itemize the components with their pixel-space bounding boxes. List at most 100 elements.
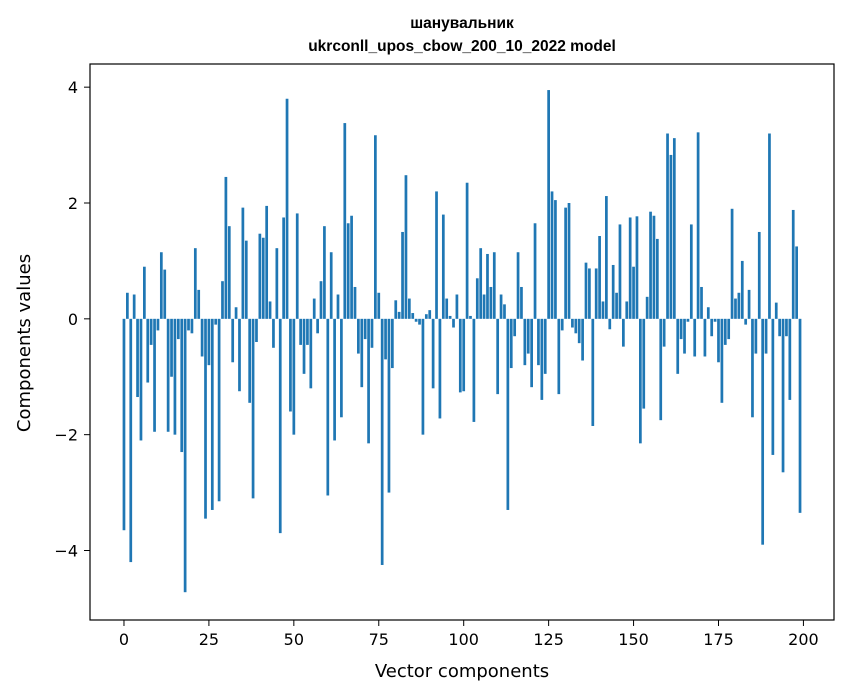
bar	[329, 252, 333, 319]
bar	[645, 296, 649, 319]
bar	[377, 292, 381, 319]
bar	[540, 318, 544, 400]
x-tick-label: 150	[618, 630, 649, 649]
bar	[608, 318, 612, 330]
bar	[642, 318, 646, 409]
bar	[336, 294, 340, 319]
bar	[129, 318, 133, 563]
bar	[513, 318, 517, 337]
bar	[768, 133, 771, 319]
bar	[550, 191, 554, 319]
bar	[435, 191, 438, 319]
bar	[475, 278, 479, 319]
bar	[173, 318, 177, 435]
bar	[411, 313, 415, 319]
bar	[187, 318, 190, 331]
bar	[523, 318, 527, 366]
bar	[791, 209, 795, 319]
bar	[547, 90, 550, 319]
bar	[652, 215, 656, 319]
bar	[764, 318, 768, 354]
bar-series	[122, 90, 802, 593]
bar	[581, 318, 584, 361]
bar	[323, 226, 326, 319]
bar	[238, 318, 241, 392]
bar	[601, 301, 605, 319]
bar	[180, 318, 184, 453]
bar	[122, 318, 126, 531]
bar	[788, 318, 792, 400]
bar	[785, 318, 788, 337]
bar	[272, 318, 275, 348]
bar	[635, 216, 639, 319]
bar	[292, 318, 296, 435]
bar	[153, 318, 156, 432]
bar	[655, 238, 659, 319]
bar	[333, 318, 336, 441]
bar	[496, 318, 500, 395]
bar	[445, 298, 449, 319]
bar	[302, 318, 306, 374]
bar	[672, 138, 676, 319]
bar	[649, 211, 652, 319]
chart-title: шанувальник	[410, 15, 514, 32]
bar	[285, 98, 289, 319]
bar	[720, 318, 724, 403]
bar	[717, 318, 720, 363]
bar	[567, 203, 571, 319]
x-tick-label: 0	[119, 630, 129, 649]
bar	[132, 294, 136, 319]
x-axis-label: Vector components	[375, 661, 549, 682]
bar	[353, 286, 357, 319]
bar	[278, 318, 282, 534]
x-tick-label: 125	[533, 630, 564, 649]
bar	[798, 318, 802, 513]
bar	[350, 215, 353, 319]
y-axis-label: Components values	[14, 254, 35, 432]
bar	[370, 318, 374, 348]
bar	[795, 246, 798, 319]
bar	[713, 318, 717, 322]
bar	[628, 217, 632, 319]
x-tick-label: 175	[703, 630, 734, 649]
bar	[391, 318, 394, 369]
bar	[295, 213, 299, 319]
bar	[492, 252, 496, 319]
bar	[312, 298, 316, 319]
bar	[149, 318, 153, 345]
bar	[689, 224, 693, 319]
bar	[126, 292, 129, 319]
bar	[618, 224, 622, 319]
bar	[214, 318, 218, 325]
bar	[577, 318, 581, 344]
bar	[520, 286, 523, 319]
bar	[564, 207, 567, 319]
bar	[639, 318, 642, 444]
bar	[306, 318, 309, 345]
bar	[251, 318, 255, 499]
bar	[418, 318, 421, 325]
bar	[343, 123, 347, 319]
y-tick-label: 2	[68, 194, 78, 213]
bar	[265, 205, 269, 319]
bar	[747, 289, 751, 319]
bar	[183, 318, 187, 593]
bar	[387, 318, 391, 493]
bar	[554, 200, 557, 319]
bar	[740, 260, 744, 319]
bar	[193, 248, 197, 319]
bar	[414, 318, 418, 322]
bar	[482, 294, 486, 319]
bar	[469, 315, 472, 319]
bar	[224, 176, 228, 319]
bar	[506, 318, 510, 510]
bar	[289, 318, 292, 412]
bar	[244, 240, 248, 319]
bar	[374, 135, 377, 319]
x-tick-label: 200	[788, 630, 819, 649]
bar	[190, 318, 194, 334]
bar	[479, 248, 483, 319]
bar	[139, 318, 143, 441]
bar	[363, 318, 367, 340]
